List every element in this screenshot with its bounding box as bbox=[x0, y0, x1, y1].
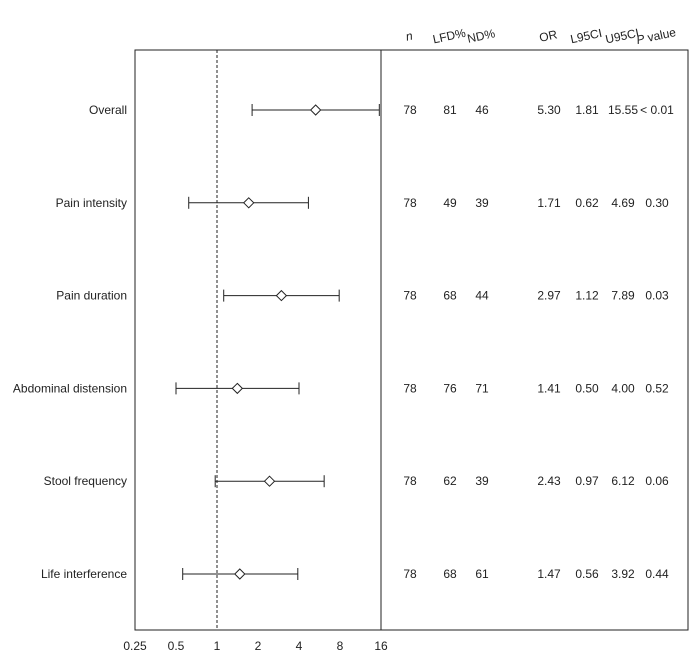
cell-lfd: 76 bbox=[443, 381, 457, 395]
or-point bbox=[243, 197, 255, 209]
table-row: Abdominal distension 78 76 71 1.41 0.50 4.00 0.… bbox=[13, 381, 669, 395]
cell-nd: 44 bbox=[475, 289, 489, 303]
or-point bbox=[309, 104, 322, 116]
table-frame bbox=[380, 49, 689, 631]
row-label: Abdominal distension bbox=[13, 381, 127, 395]
row-label: Overall bbox=[89, 103, 127, 117]
x-tick-label: 0.25 bbox=[123, 639, 147, 653]
cell-lfd: 68 bbox=[443, 289, 457, 303]
cell-nd: 61 bbox=[475, 567, 489, 581]
x-tick-label: 4 bbox=[296, 639, 303, 653]
table-row: Life interference 78 68 61 1.47 0.56 3.92 0.44 bbox=[41, 567, 669, 581]
cell-p: 0.52 bbox=[645, 381, 669, 395]
data-rows: Overall 78 81 46 5.30 1.81 15.55 < 0.01 Pain int… bbox=[13, 103, 674, 581]
cell-lfd: 81 bbox=[443, 103, 457, 117]
table-row: Overall 78 81 46 5.30 1.81 15.55 < 0.01 bbox=[89, 103, 674, 117]
cell-n: 78 bbox=[403, 103, 417, 117]
column-header-l95: L95CI bbox=[569, 26, 603, 46]
cell-l95: 0.50 bbox=[575, 381, 599, 395]
cell-nd: 39 bbox=[475, 474, 489, 488]
cell-p: 0.06 bbox=[645, 474, 669, 488]
row-label: Pain duration bbox=[56, 289, 127, 303]
cell-l95: 0.97 bbox=[575, 474, 599, 488]
x-axis-ticks: 0.25 0.5 1 2 4 8 16 bbox=[123, 639, 388, 653]
cell-nd: 46 bbox=[475, 103, 489, 117]
column-header-p: P value bbox=[635, 25, 677, 47]
row-label: Stool frequency bbox=[44, 474, 127, 488]
cell-l95: 0.62 bbox=[575, 196, 599, 210]
cell-lfd: 68 bbox=[443, 567, 457, 581]
cell-or: 1.71 bbox=[537, 196, 561, 210]
column-header-or: OR bbox=[538, 27, 559, 45]
cell-n: 78 bbox=[403, 196, 417, 210]
cell-u95: 4.69 bbox=[611, 196, 635, 210]
table-row: Pain intensity 78 49 39 1.71 0.62 4.69 0.30 bbox=[56, 196, 669, 210]
cell-n: 78 bbox=[403, 474, 417, 488]
column-header-n: n bbox=[404, 28, 414, 43]
row-label: Pain intensity bbox=[56, 196, 127, 210]
cell-nd: 71 bbox=[475, 381, 489, 395]
cell-u95: 3.92 bbox=[611, 567, 635, 581]
or-point bbox=[263, 475, 276, 487]
cell-or: 1.41 bbox=[537, 381, 561, 395]
cell-or: 5.30 bbox=[537, 103, 561, 117]
cell-p: < 0.01 bbox=[640, 103, 674, 117]
cell-n: 78 bbox=[403, 381, 417, 395]
or-point bbox=[275, 289, 288, 302]
x-tick-label: 1 bbox=[214, 639, 221, 653]
column-header-nd: ND% bbox=[466, 26, 497, 46]
cell-u95: 4.00 bbox=[611, 381, 635, 395]
cell-lfd: 62 bbox=[443, 474, 457, 488]
cell-lfd: 49 bbox=[443, 196, 457, 210]
x-tick-label: 2 bbox=[255, 639, 262, 653]
x-tick-label: 0.5 bbox=[168, 639, 185, 653]
cell-nd: 39 bbox=[475, 196, 489, 210]
or-point bbox=[234, 568, 246, 580]
x-tick-label: 8 bbox=[337, 639, 344, 653]
cell-u95: 6.12 bbox=[611, 474, 635, 488]
column-header-u95: U95CI bbox=[604, 26, 640, 47]
cell-or: 2.97 bbox=[537, 289, 561, 303]
cell-p: 0.30 bbox=[645, 196, 669, 210]
table-row: Pain duration 78 68 44 2.97 1.12 7.89 0.03 bbox=[56, 289, 669, 303]
cell-l95: 1.12 bbox=[575, 289, 599, 303]
row-label: Life interference bbox=[41, 567, 127, 581]
x-tick-label: 16 bbox=[374, 639, 388, 653]
cell-p: 0.03 bbox=[645, 289, 669, 303]
table-row: Stool frequency 78 62 39 2.43 0.97 6.12 0.06 bbox=[44, 474, 669, 488]
cell-or: 2.43 bbox=[537, 474, 561, 488]
or-point bbox=[231, 382, 244, 395]
cell-n: 78 bbox=[403, 567, 417, 581]
cell-l95: 1.81 bbox=[575, 103, 599, 117]
cell-u95: 15.55 bbox=[608, 103, 638, 117]
cell-n: 78 bbox=[403, 289, 417, 303]
cell-p: 0.44 bbox=[645, 567, 669, 581]
cell-or: 1.47 bbox=[537, 567, 561, 581]
column-header-lfd: LFD% bbox=[431, 26, 467, 47]
cell-u95: 7.89 bbox=[611, 289, 635, 303]
plot-frame bbox=[134, 49, 382, 631]
cell-l95: 0.56 bbox=[575, 567, 599, 581]
